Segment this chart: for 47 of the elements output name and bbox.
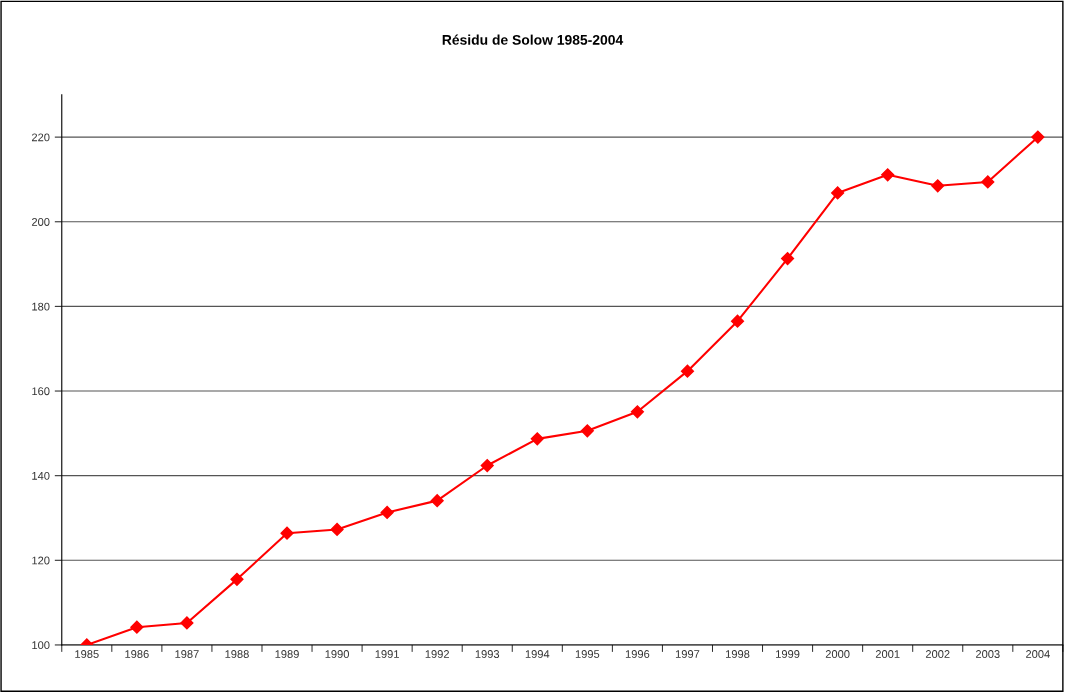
x-tick-label: 1998 — [726, 650, 750, 658]
x-tick-label: 1986 — [125, 650, 149, 658]
x-tick-label: 2001 — [875, 650, 900, 658]
x-tick-label: 2000 — [825, 650, 850, 658]
y-tick-label: 120 — [32, 556, 50, 565]
y-tick-label: 200 — [31, 218, 50, 226]
x-tick-label: 1993 — [475, 650, 500, 658]
x-tick-label: 1987 — [175, 650, 199, 658]
x-tick-label: 2003 — [975, 650, 1000, 658]
point — [780, 251, 795, 266]
point — [430, 494, 444, 508]
point — [180, 616, 194, 630]
point — [630, 405, 644, 419]
y-tick-label: 100 — [32, 641, 50, 650]
point — [831, 186, 845, 200]
y-tick-label: 220 — [31, 133, 50, 142]
y-tick-label: 160 — [32, 387, 50, 396]
point — [230, 572, 244, 586]
chart-title: Résidu de Solow 1985-2004 — [442, 34, 624, 45]
x-tick-label: 1996 — [625, 650, 650, 658]
x-tick-label: 1988 — [225, 650, 249, 658]
point — [1031, 130, 1045, 144]
x-tick-label: 1995 — [575, 650, 600, 658]
point — [530, 432, 544, 446]
x-tick-label: 1997 — [675, 650, 700, 658]
point — [330, 522, 344, 537]
x-tick-label: 1994 — [525, 650, 550, 658]
x-tick-label: 1985 — [75, 650, 99, 658]
point — [931, 179, 945, 193]
y-tick-label: 140 — [32, 471, 50, 480]
x-tick-label: 2004 — [1026, 650, 1050, 658]
x-tick-label: 1999 — [776, 650, 800, 658]
point — [480, 458, 494, 473]
point — [280, 526, 294, 540]
x-tick-label: 1990 — [325, 650, 349, 658]
point — [981, 175, 995, 189]
point — [580, 424, 594, 438]
point — [380, 505, 394, 520]
point — [881, 168, 895, 182]
x-tick-label: 2002 — [925, 650, 950, 658]
x-tick-label: 1991 — [375, 650, 399, 658]
point — [730, 314, 745, 328]
point — [680, 364, 695, 378]
x-tick-label: 1992 — [425, 650, 449, 658]
y-tick-label: 180 — [32, 302, 50, 311]
point — [130, 620, 144, 634]
x-tick-label: 1989 — [275, 650, 299, 658]
